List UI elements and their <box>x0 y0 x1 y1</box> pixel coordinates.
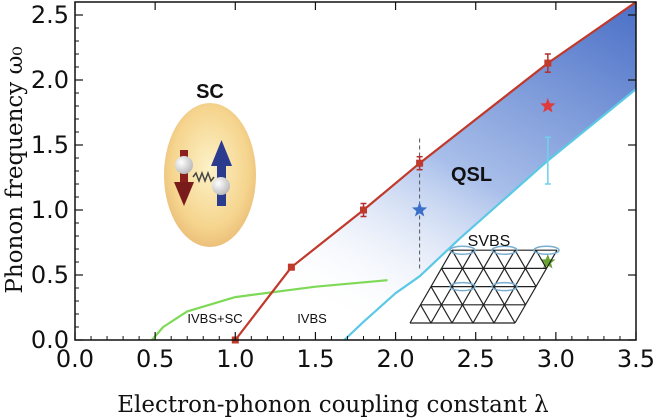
lattice-bond <box>440 268 453 287</box>
lattice-bond <box>472 286 485 306</box>
lattice-bond <box>524 268 537 287</box>
y-tick-label: 2.0 <box>31 66 69 94</box>
star-marker <box>540 98 556 113</box>
lattice-bond <box>419 304 432 324</box>
spin-down-icon <box>174 150 194 206</box>
region-label-qsl: QSL <box>451 164 492 186</box>
y-axis-title: Phonon frequency ω₀ <box>2 46 28 293</box>
x-tick-label: 0.0 <box>56 345 94 373</box>
sc-ellipse <box>164 103 256 247</box>
data-point <box>287 263 295 271</box>
ivbs-sc-boundary-line <box>151 279 388 341</box>
lattice-bond <box>482 268 495 287</box>
x-axis-title: Electron-phonon coupling constant λ <box>117 392 549 418</box>
lattice-bond <box>514 286 527 306</box>
lattice-bond <box>503 304 516 324</box>
spring-icon <box>192 170 215 184</box>
y-tick-label: 1.5 <box>31 131 69 159</box>
x-tick-label: 1.5 <box>296 345 334 373</box>
x-tick-label: 2.0 <box>376 345 414 373</box>
lattice-bond <box>461 304 474 324</box>
ticks-layer: 0.0 0.5 1.0 1.5 2.0 2.5 3.0 3.5 0.0 0.5 1.0 1.5 2.0 2… <box>31 1 655 373</box>
lattice-bond <box>514 249 527 269</box>
star-marker <box>540 254 556 269</box>
region-label-ivbs: IVBS <box>297 311 327 326</box>
y-tick-label: 0.5 <box>31 261 69 289</box>
lattice-bond <box>440 304 453 324</box>
valence-bond <box>491 245 518 255</box>
y-tick-label: 0.0 <box>31 326 69 354</box>
valence-bond <box>491 281 518 292</box>
sc-inset: SC <box>164 81 256 247</box>
triangular-lattice-icon <box>409 245 560 324</box>
x-tick-label: 2.5 <box>457 345 495 373</box>
y-tick-label: 1.0 <box>31 196 69 224</box>
spin-up-icon <box>211 140 232 206</box>
data-point <box>360 206 368 214</box>
lattice-bond <box>482 304 495 324</box>
region-label-sc: SC <box>196 81 224 103</box>
x-tick-label: 1.0 <box>216 345 254 373</box>
region-label-ivbs-sc: IVBS+SC <box>187 311 242 326</box>
x-tick-label: 3.5 <box>617 345 655 373</box>
star-marker <box>412 202 428 217</box>
lattice-bond <box>430 286 443 306</box>
sc-qsl-boundary-line <box>234 1 637 341</box>
y-tick-label: 2.5 <box>31 1 69 29</box>
region-label-svbs: SVBS <box>468 233 511 250</box>
valence-bond <box>449 281 476 292</box>
x-tick-label: 0.5 <box>136 345 174 373</box>
data-point <box>544 59 552 67</box>
lattice-bond <box>472 249 485 269</box>
valence-bond <box>533 245 560 255</box>
x-tick-label: 3.0 <box>537 345 575 373</box>
qsl-region-fill <box>235 2 637 340</box>
data-point <box>416 159 424 167</box>
valence-bond <box>449 245 476 255</box>
